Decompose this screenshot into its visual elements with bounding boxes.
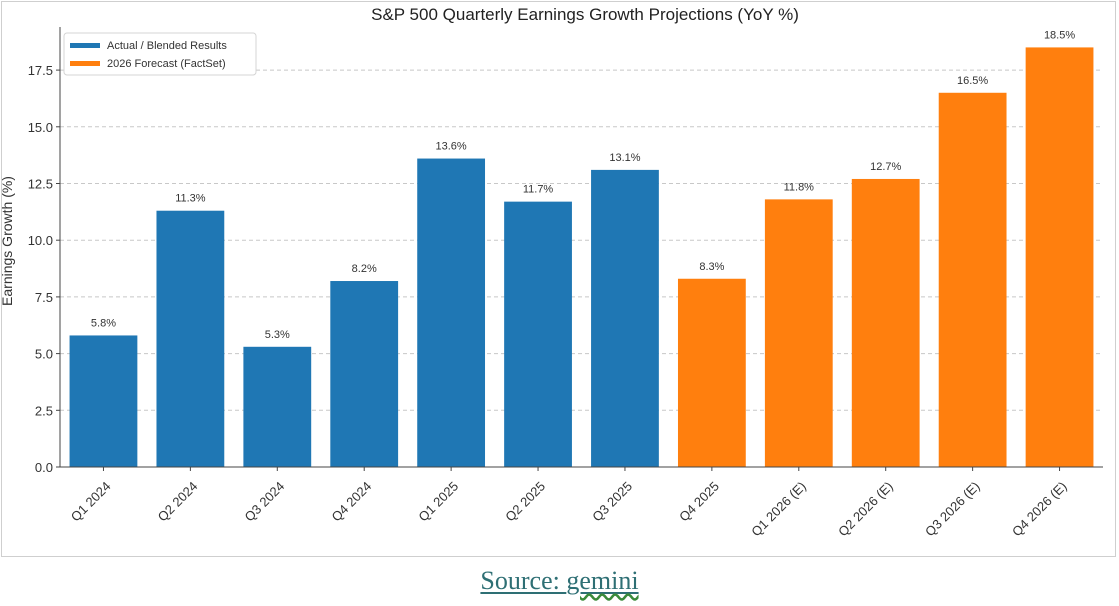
bar-data-label: 5.3% <box>265 329 290 341</box>
bar-q2-2026-e <box>851 178 920 468</box>
bar-q4-2026-e <box>1025 47 1094 467</box>
y-tick-label: 17.5 <box>28 63 53 78</box>
legend-swatch <box>70 43 100 48</box>
y-tick-label: 12.5 <box>28 176 53 191</box>
y-tick-label: 0.0 <box>35 460 53 475</box>
bar-q4-2024 <box>330 281 399 467</box>
bar-q3-2024 <box>243 346 312 467</box>
legend-swatch <box>70 61 100 66</box>
bar-data-label: 13.1% <box>609 152 640 164</box>
bar-q1-2025 <box>417 158 486 467</box>
bar-q4-2025 <box>677 278 746 467</box>
chart-title: S&P 500 Quarterly Earnings Growth Projec… <box>371 5 799 24</box>
bar-chart: 5.8% 11.3% 5.3% 8.2% 13.6% 11.7% 13.1% 8.3% 11.8… <box>0 5 1103 540</box>
y-tick-label: 5.0 <box>35 347 53 362</box>
chart-figure: 5.8% 11.3% 5.3% 8.2% 13.6% 11.7% 13.1% 8.3% 11.8… <box>0 1 1116 557</box>
bar-data-label: 5.8% <box>91 317 116 329</box>
bar-data-label: 11.8% <box>784 181 815 193</box>
legend-entry: Actual / Blended Results <box>107 40 227 52</box>
bar-data-label: 18.5% <box>1044 29 1075 41</box>
legend-entry: 2026 Forecast (FactSet) <box>107 58 226 70</box>
y-tick-label: 7.5 <box>35 290 53 305</box>
bar-q1-2026-e <box>764 199 833 467</box>
bar-q3-2026-e <box>938 92 1007 467</box>
y-tick-label: 15.0 <box>28 120 53 135</box>
y-tick-label: 2.5 <box>35 403 53 418</box>
source-prefix: Source: <box>480 566 567 595</box>
bar-data-label: 12.7% <box>870 161 901 173</box>
bar-data-label: 11.7% <box>523 184 554 196</box>
bar-data-label: 16.5% <box>957 75 988 87</box>
source-caption[interactable]: Source: gemini <box>0 563 1119 599</box>
bar-data-label: 13.6% <box>436 141 467 153</box>
bar-data-label: 8.3% <box>699 261 724 273</box>
bar-q1-2024 <box>69 335 138 467</box>
bar-q2-2025 <box>504 201 572 468</box>
y-tick-label: 10.0 <box>28 233 53 248</box>
bar-q2-2024 <box>156 210 225 467</box>
bar-data-label: 11.3% <box>175 193 206 205</box>
bar-q3-2025 <box>591 169 659 467</box>
y-axis-label: Earnings Growth (%) <box>0 176 15 306</box>
source-link[interactable]: gemini <box>566 566 639 595</box>
legend-box <box>63 32 257 76</box>
bar-data-label: 8.2% <box>352 263 377 275</box>
